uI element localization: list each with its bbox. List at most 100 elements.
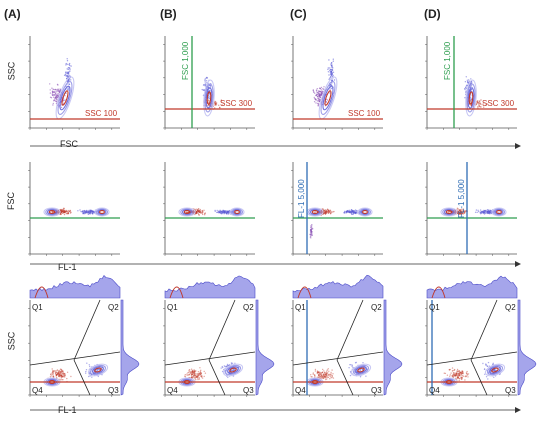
event-dot — [195, 376, 198, 378]
event-dot — [316, 100, 319, 102]
event-dot — [60, 369, 62, 371]
event-dot — [356, 212, 358, 214]
event-dot — [312, 91, 315, 93]
event-dot — [318, 374, 320, 376]
event-dot — [85, 211, 87, 213]
event-dot — [455, 372, 457, 374]
event-dot — [91, 211, 93, 213]
event-dot — [63, 376, 66, 378]
event-dot — [470, 78, 472, 80]
event-dot — [192, 371, 195, 374]
event-dot — [316, 372, 318, 374]
event-dot — [52, 375, 54, 377]
row1-y-axis-label: SSC — [6, 61, 17, 81]
density-contour — [206, 91, 212, 105]
event-dot — [323, 373, 325, 376]
event-dot — [193, 372, 196, 374]
event-dot — [61, 209, 63, 211]
event-dot — [480, 103, 482, 106]
event-dot — [205, 77, 207, 80]
event-dot — [457, 376, 459, 379]
event-dot — [208, 97, 211, 100]
event-dot — [319, 371, 321, 373]
density-contour — [358, 208, 372, 216]
event-dot — [193, 375, 195, 377]
event-dot — [69, 209, 71, 212]
event-dot — [197, 377, 199, 379]
event-dot — [330, 373, 332, 375]
event-dot — [349, 374, 352, 377]
event-dot — [320, 372, 322, 374]
event-dot — [204, 372, 207, 374]
event-dot — [484, 211, 486, 213]
event-dot — [479, 209, 482, 211]
event-dot — [85, 369, 88, 371]
event-dot — [325, 373, 327, 376]
event-dot — [329, 375, 331, 378]
density-contour — [362, 210, 368, 214]
event-dot — [462, 370, 464, 372]
density-contour — [350, 363, 372, 377]
event-dot — [195, 375, 198, 378]
axis-arrowhead-row2 — [515, 261, 521, 267]
event-dot — [56, 373, 59, 375]
event-dot — [54, 373, 57, 375]
event-dot — [323, 377, 325, 379]
event-dot — [324, 377, 327, 379]
event-dot — [311, 376, 313, 378]
event-dot — [322, 374, 325, 377]
event-dot — [327, 68, 329, 71]
event-dot — [186, 374, 188, 376]
row3-panel-a: Q1 Q2 Q3 Q4 — [28, 275, 140, 397]
event-dot — [461, 377, 463, 379]
event-dot — [220, 99, 223, 101]
event-dot — [66, 60, 69, 62]
event-dot — [221, 211, 223, 214]
event-dot — [325, 212, 328, 214]
event-dot — [310, 226, 312, 229]
event-dot — [350, 211, 352, 213]
event-dot — [84, 212, 86, 214]
event-dot — [323, 212, 326, 214]
event-dot — [201, 375, 203, 377]
event-dot — [192, 371, 194, 374]
event-dot — [322, 374, 324, 376]
quadrant-label-q4: Q4 — [32, 386, 43, 395]
event-dot — [70, 375, 72, 378]
density-contour — [46, 209, 58, 215]
event-dot — [457, 208, 459, 210]
event-dot — [458, 211, 460, 214]
event-dot — [51, 94, 54, 97]
event-dot — [57, 372, 59, 375]
event-dot — [454, 373, 456, 375]
quadrant-gate-line — [208, 299, 236, 361]
event-dot — [455, 373, 458, 375]
event-dot — [193, 375, 195, 377]
event-dot — [203, 89, 205, 91]
event-dot — [460, 376, 463, 378]
event-dot — [477, 100, 479, 102]
event-dot — [60, 374, 63, 376]
event-dot — [191, 377, 193, 379]
event-dot — [53, 99, 55, 101]
event-dot — [348, 209, 350, 211]
event-dot — [459, 372, 461, 375]
event-dot — [315, 90, 318, 92]
event-dot — [452, 374, 454, 376]
event-dot — [61, 371, 63, 373]
event-dot — [486, 212, 488, 214]
event-dot — [325, 376, 327, 378]
event-dot — [452, 369, 454, 372]
density-contour — [491, 207, 507, 217]
event-dot — [52, 373, 54, 375]
event-dot — [193, 369, 195, 371]
row2-panel-a — [28, 162, 120, 256]
event-dot — [58, 373, 61, 375]
event-dot — [51, 87, 53, 89]
event-dot — [488, 210, 490, 213]
event-dot — [316, 370, 319, 372]
event-dot — [314, 375, 316, 377]
event-dot — [193, 371, 195, 373]
event-dot — [194, 374, 197, 377]
event-dot — [453, 374, 456, 377]
